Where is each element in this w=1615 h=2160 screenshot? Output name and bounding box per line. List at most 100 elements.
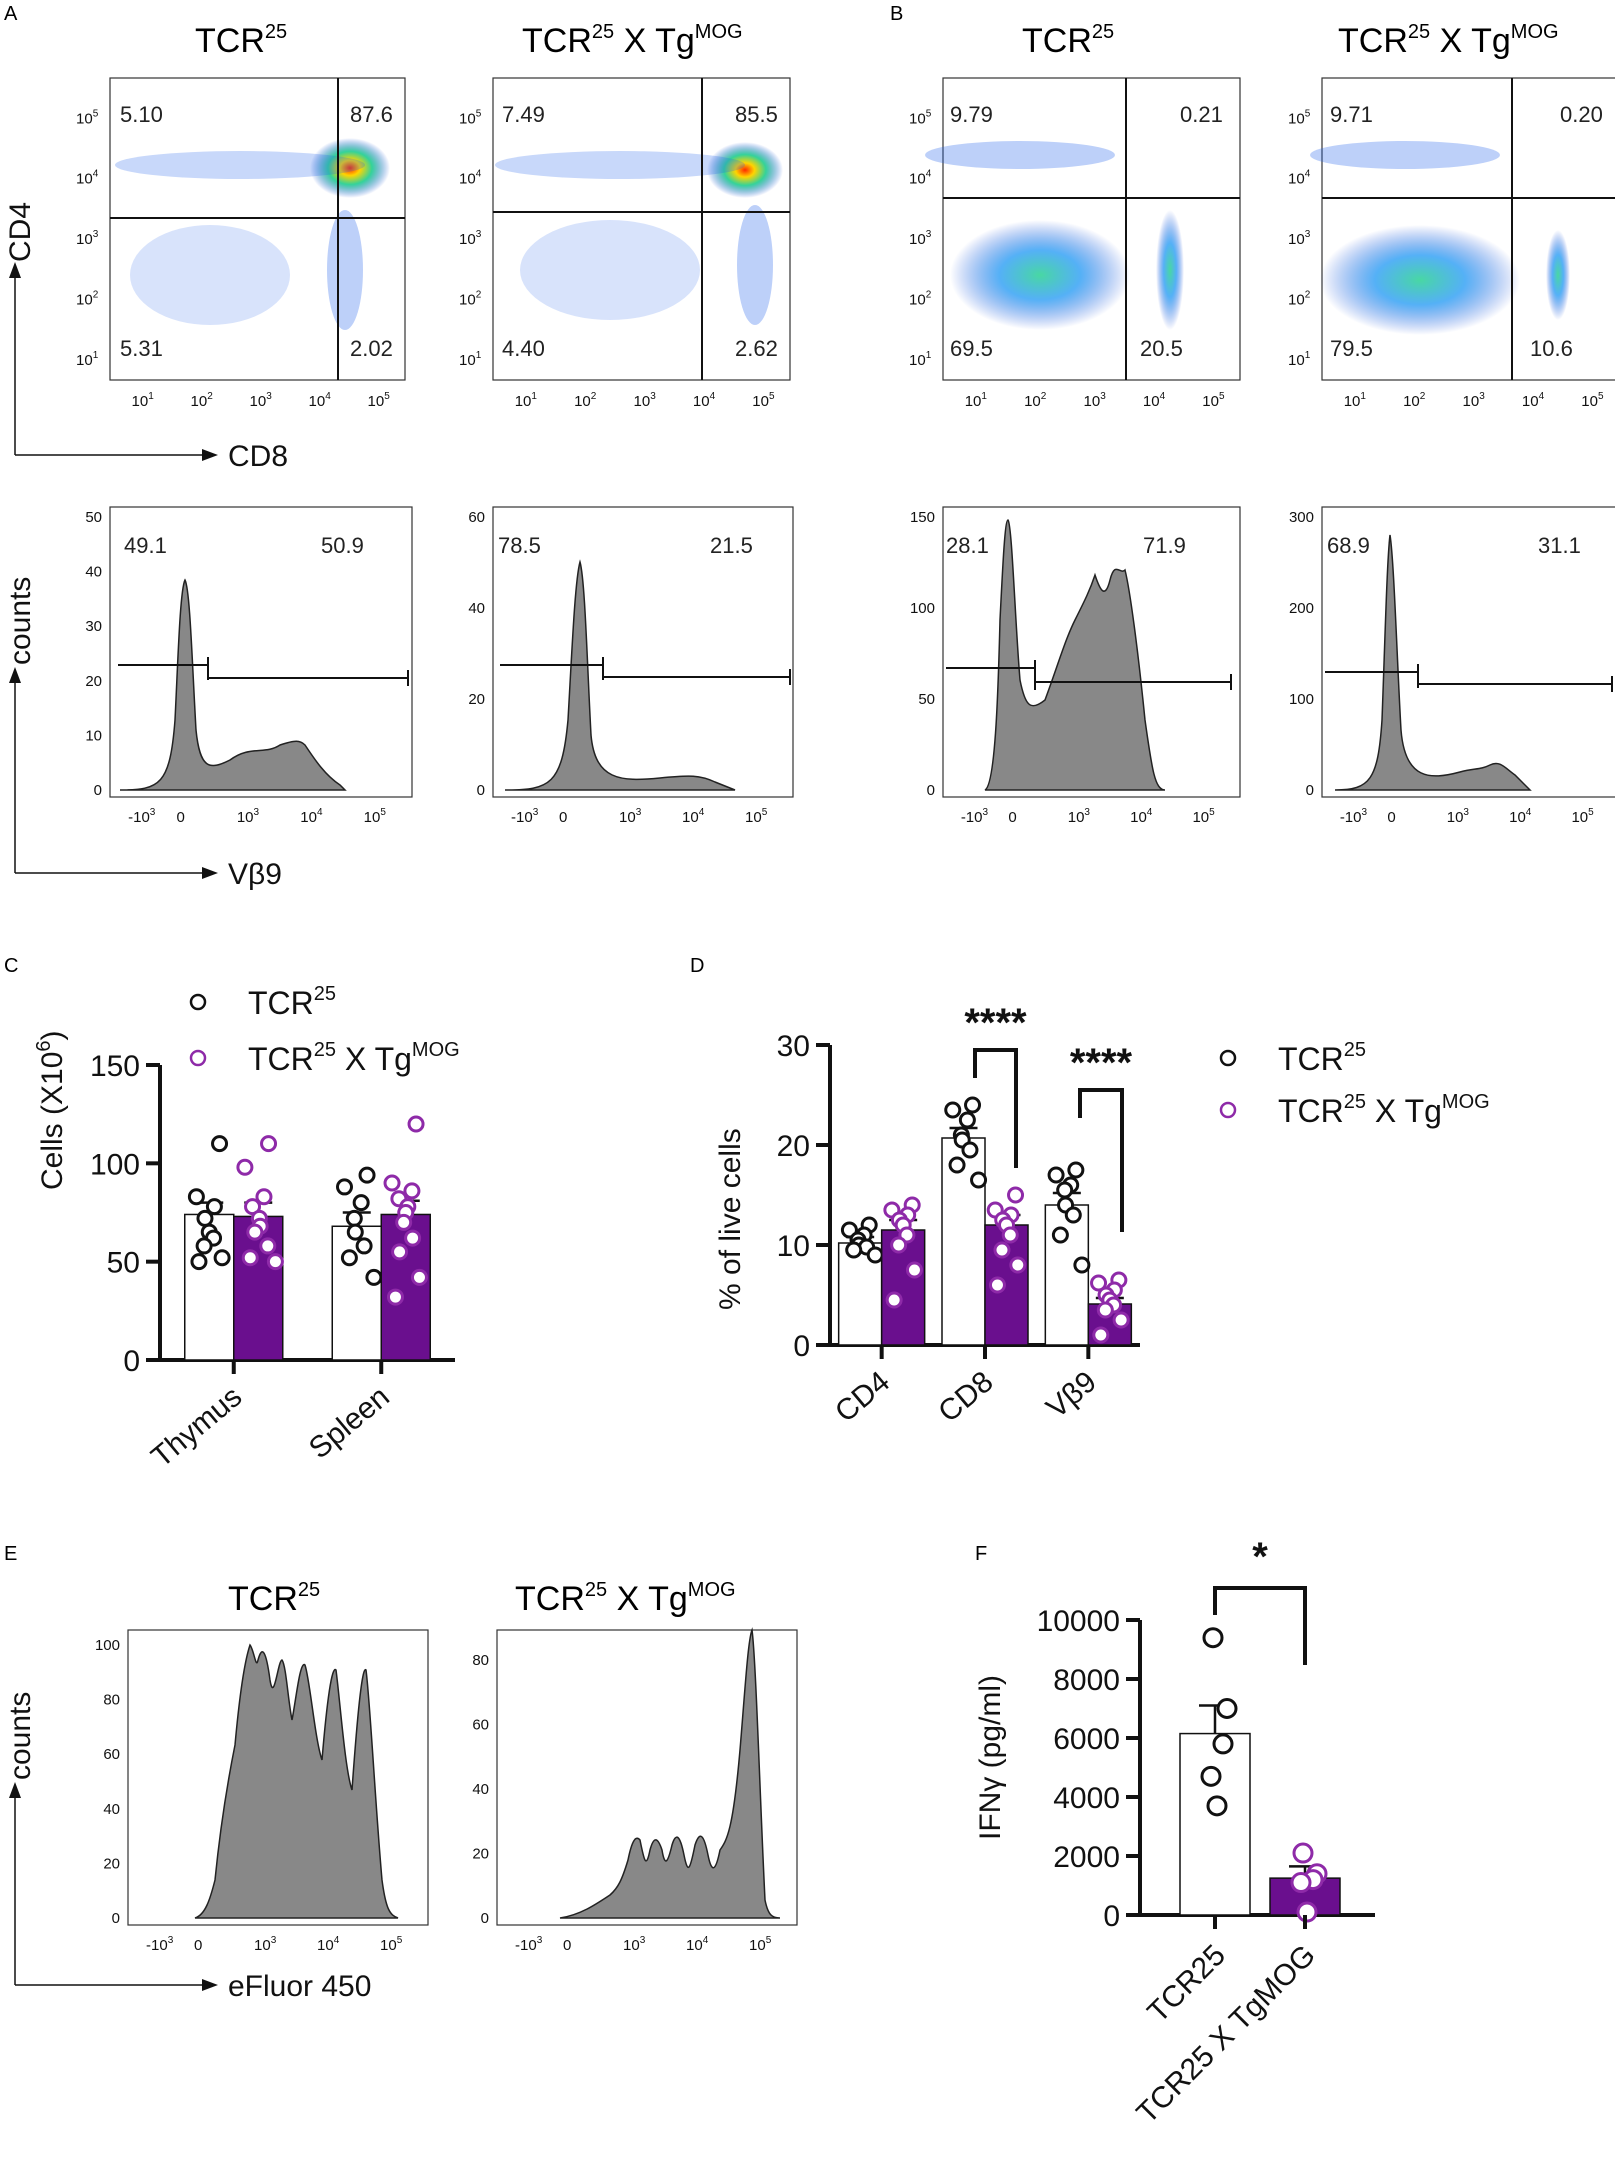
hist-ytick-a1-0: 50 — [85, 509, 102, 526]
hist-xtick-neg-e2: -103 — [515, 1935, 543, 1954]
hist-xtick-zero-a2: 0 — [559, 809, 567, 826]
hist-xtick-neg-b2: -103 — [1340, 807, 1368, 826]
hist-ytick-b1-2: 50 — [918, 691, 935, 708]
quad-b2-ur: 0.20 — [1560, 102, 1603, 127]
hist-xtick-5-a1: 105 — [364, 807, 387, 826]
hist-xtick-5-e2: 105 — [749, 1935, 772, 1954]
panel-letter-c: C — [4, 955, 18, 977]
hist-x-ticks: -103 0 103 104 105 -103 0 103 104 105 -103 0 103 104 1… — [128, 807, 1594, 826]
panel-d-chart: % of live cells 30 20 10 0 CD4 CD8 Vβ9 **** **** — [714, 1001, 1140, 1429]
hist-a2-left: 78.5 — [498, 533, 541, 558]
xtick-b1-1: 102 — [1024, 391, 1047, 410]
c-point-0-1-8 — [241, 1249, 259, 1267]
quad-a1-ul: 5.10 — [120, 102, 163, 127]
d-category-2: Vβ9 — [1040, 1365, 1103, 1425]
histogram-a2: 78.5 21.5 — [492, 506, 794, 798]
panel-f-chart: IFNγ (pg/ml) 10000 8000 6000 4000 2000 0 TCR25… — [974, 1535, 1375, 2130]
c-point-1-1-10 — [386, 1288, 404, 1306]
xtick-b1-2: 103 — [1084, 391, 1107, 410]
c-point-1-1-6 — [395, 1213, 413, 1231]
c-point-1-0-5 — [355, 1237, 373, 1255]
histogram-e2 — [496, 1627, 798, 1926]
histogram-b1: 28.1 71.9 — [942, 506, 1241, 798]
ytick-a2-0: 101 — [459, 350, 482, 369]
panel-e-ticks: 100 80 60 40 20 0 -103 0 103 104 105 80 60 40 20 0 -103 0… — [95, 1637, 772, 1954]
xtick-b2-0: 101 — [1344, 391, 1367, 410]
histograms-row2: 49.1 50.9 78.5 21.5 28.1 71.9 — [85, 506, 1615, 826]
f-point-0-0 — [1202, 1627, 1224, 1649]
d-sig-bracket-1 — [1078, 1088, 1124, 1232]
hist-xtick-zero-b2: 0 — [1387, 809, 1395, 826]
hist-xtick-neg-b1: -103 — [961, 807, 989, 826]
c-category-1: Spleen — [303, 1380, 396, 1465]
c-point-1-1-2 — [403, 1182, 421, 1200]
panel-letter-b: B — [890, 3, 903, 25]
c-point-1-1-7 — [404, 1229, 422, 1247]
hist-ytick-a1-2: 30 — [85, 618, 102, 635]
hist-xtick-4-b1: 104 — [1130, 807, 1153, 826]
hist-xtick-5-b2: 105 — [1571, 807, 1594, 826]
hist-xtick-3-a2: 103 — [619, 807, 642, 826]
e-ytick-e2-2: 40 — [472, 1781, 489, 1798]
ytick-a1-4: 105 — [76, 108, 99, 127]
hist-ytick-b1-1: 100 — [910, 600, 935, 617]
hist-xtick-3-b2: 103 — [1447, 807, 1470, 826]
quad-b2-lr: 10.6 — [1530, 336, 1573, 361]
axis-label-cd4: CD4 — [4, 202, 37, 262]
xtick-a2-2: 103 — [634, 391, 657, 410]
c-point-0-0-0 — [211, 1135, 229, 1153]
c-bar-0-1 — [233, 1215, 284, 1361]
ytick-b2-1: 102 — [1288, 289, 1311, 308]
hist-xtick-3-e1: 103 — [254, 1935, 277, 1954]
hist-ytick-a1-4: 10 — [85, 727, 102, 744]
hist-xtick-5-a2: 105 — [745, 807, 768, 826]
e-ytick-e1-1: 80 — [103, 1692, 120, 1709]
c-point-1-1-8 — [391, 1243, 409, 1261]
ytick-a1-3: 104 — [76, 169, 99, 188]
d-point-1-0-2 — [958, 1111, 976, 1129]
f-point-0-2 — [1212, 1733, 1234, 1755]
dot-plot-b1: 9.79 0.21 69.5 20.5 — [925, 77, 1241, 381]
panel-letter-e: E — [4, 1543, 17, 1565]
hist-xtick-neg-a2: -103 — [511, 807, 539, 826]
ytick-a2-3: 104 — [459, 169, 482, 188]
d-sig-bracket-0 — [973, 1048, 1018, 1168]
e-ytick-e2-1: 60 — [472, 1717, 489, 1734]
c-point-1-1-0 — [407, 1115, 425, 1133]
hist-b1-right: 71.9 — [1143, 533, 1186, 558]
title-e1: TCR25 — [228, 1579, 320, 1618]
ytick-a1-2: 103 — [76, 229, 99, 248]
c-point-0-1-2 — [255, 1188, 273, 1206]
c-point-0-0-6 — [195, 1237, 213, 1255]
hist-xtick-4-e1: 104 — [317, 1935, 340, 1954]
f-point-0-3 — [1200, 1765, 1222, 1787]
xtick-b2-2: 103 — [1463, 391, 1486, 410]
histogram-a1: 49.1 50.9 — [109, 506, 413, 798]
ytick-a2-4: 105 — [459, 108, 482, 127]
d-point-0-1-8 — [885, 1291, 903, 1309]
hist-xtick-neg-e1: -103 — [146, 1935, 174, 1954]
legend-c: TCR25 TCR25 X TgMOG — [189, 983, 460, 1077]
d-sig-label-1: **** — [1070, 1041, 1133, 1085]
f-ytick-4: 2000 — [1053, 1841, 1120, 1874]
f-ytick-1: 8000 — [1053, 1664, 1120, 1697]
c-point-1-0-2 — [352, 1194, 370, 1212]
e-ytick-e1-2: 60 — [103, 1746, 120, 1763]
d-point-1-1-7 — [1009, 1256, 1027, 1274]
d-point-1-0-7 — [970, 1171, 988, 1189]
panel-c-ylabel: Cells (X106) — [33, 1030, 69, 1190]
d-point-2-1-7 — [1112, 1311, 1130, 1329]
c-point-0-1-1 — [236, 1158, 254, 1176]
xtick-b2-4: 105 — [1581, 391, 1604, 410]
quad-a1-lr: 2.02 — [350, 336, 393, 361]
hist-a2-right: 21.5 — [710, 533, 753, 558]
legend-c-label-tcr: TCR25 — [248, 983, 336, 1021]
hist-xtick-neg-a1: -103 — [128, 807, 156, 826]
ytick-b1-1: 102 — [909, 289, 932, 308]
hist-xtick-zero-e2: 0 — [563, 1937, 571, 1954]
quad-a2-lr: 2.62 — [735, 336, 778, 361]
log-ticks: 101 101 102 102 103 103 104 104 105 105 101 101 102 1… — [76, 108, 1604, 410]
legend-d-marker-tcr — [1219, 1049, 1237, 1067]
c-ytick-2: 50 — [107, 1247, 140, 1280]
